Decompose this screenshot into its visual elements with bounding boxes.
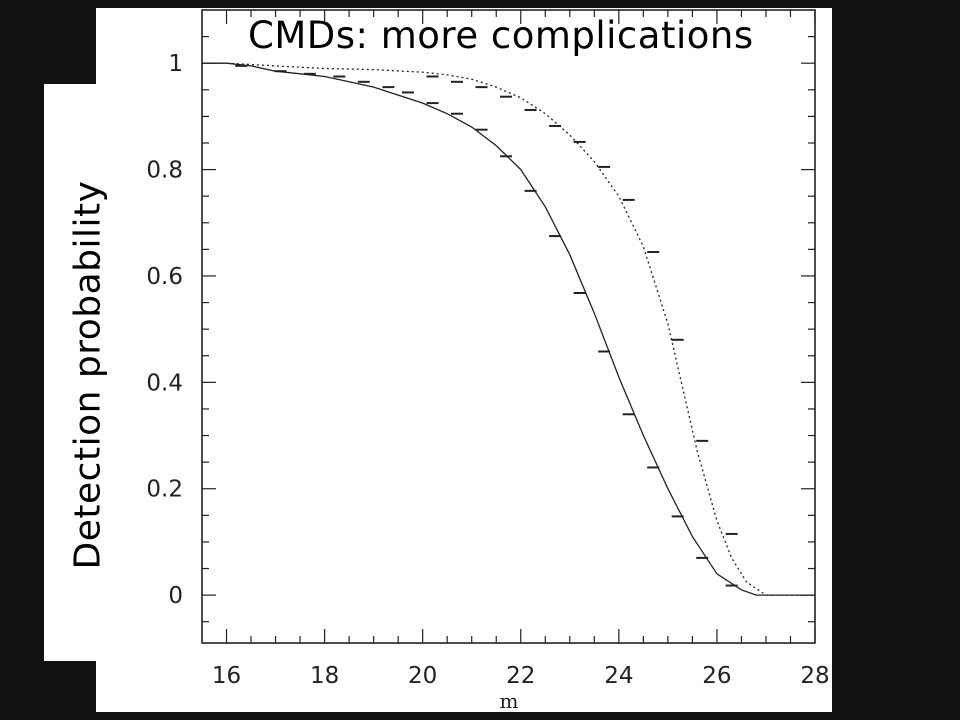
x-tick-label: 16: [212, 663, 241, 689]
x-tick-label: 22: [506, 663, 535, 689]
dotted-curve: [202, 62, 815, 596]
ylabel-panel: [44, 84, 144, 661]
y-tick-label: 1: [168, 51, 183, 77]
x-tick-label: 26: [702, 663, 731, 689]
figure-panel: [96, 8, 832, 712]
x-tick-label: 18: [310, 663, 339, 689]
y-tick-label: 0.2: [146, 477, 183, 503]
plot-frame: [201, 9, 816, 644]
solid-curve: [202, 62, 815, 596]
y-tick-label: 0.8: [146, 158, 183, 184]
x-axis-label: m: [500, 689, 519, 713]
x-tick-label: 20: [408, 663, 437, 689]
y-tick-label: 0.4: [146, 370, 183, 396]
y-tick-label: 0: [168, 583, 183, 609]
x-tick-label: 24: [604, 663, 633, 689]
x-tick-label: 28: [800, 663, 829, 689]
y-axis-label: Detection probability: [67, 180, 109, 570]
slide-title: CMDs: more complications: [248, 14, 754, 57]
ticks-layer: 16 18 20 22 24 26 28 0 0.2 0.4 0.6 0.8 1: [146, 10, 830, 689]
y-tick-label: 0.6: [146, 264, 183, 290]
error-bars-layer: [235, 64, 738, 587]
curves-layer: [202, 62, 815, 596]
